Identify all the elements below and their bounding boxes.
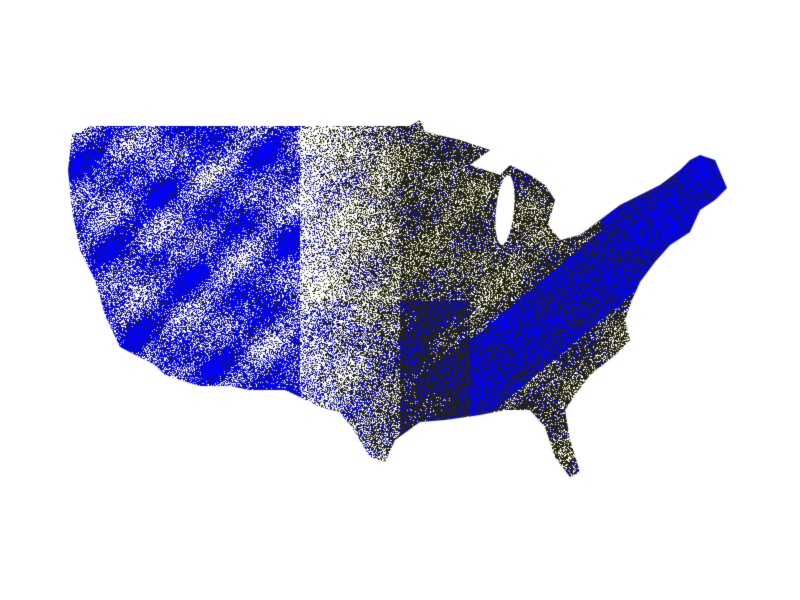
us-dot-density-map (0, 0, 800, 600)
